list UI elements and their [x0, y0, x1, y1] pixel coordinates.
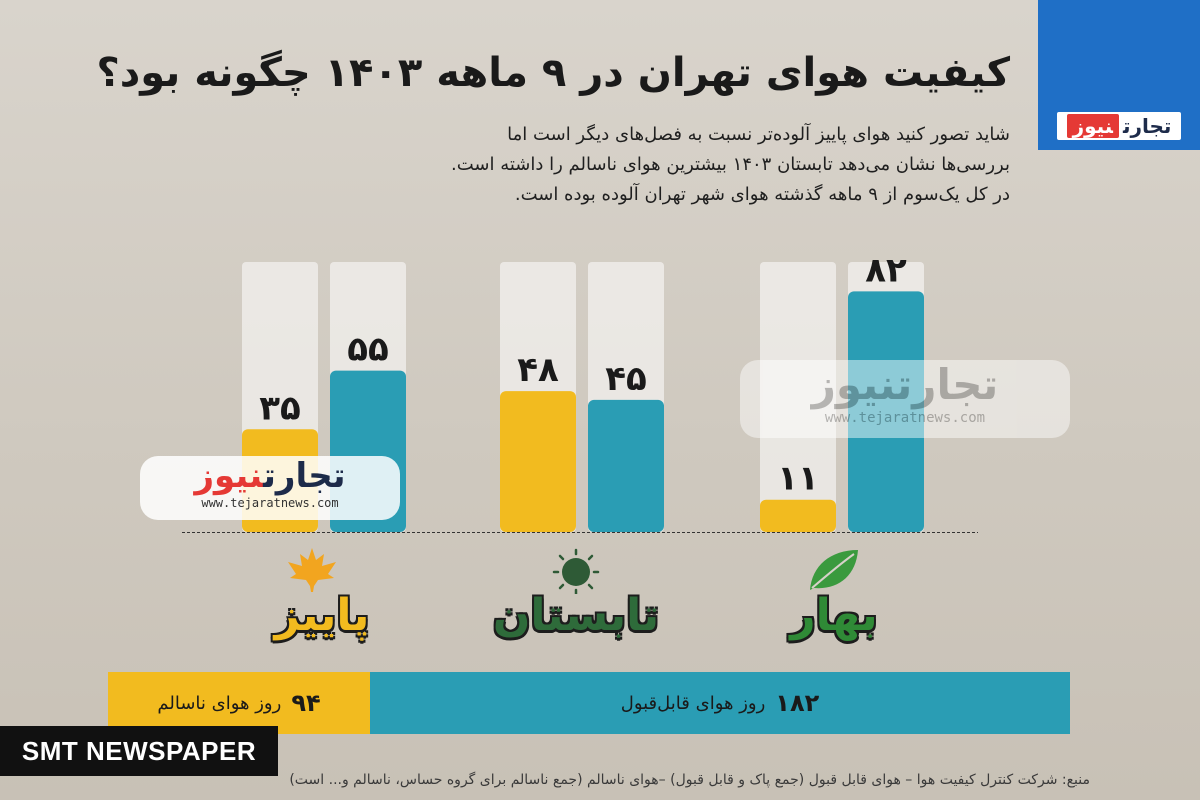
- brand-logo-box: تجارتنیوز: [1038, 0, 1200, 150]
- sun-icon: [552, 548, 600, 594]
- bar: [500, 391, 576, 532]
- bar-value-label: ۵۵: [347, 330, 389, 370]
- page-title: کیفیت هوای تهران در ۹ ماهه ۱۴۰۳ چگونه بو…: [96, 50, 1011, 96]
- bar-value-label: ۱۱: [777, 459, 819, 499]
- leaf-icon: [810, 550, 858, 590]
- bar-value-label: ۳۵: [259, 388, 301, 428]
- season-label-autumn: پاییز: [274, 590, 370, 641]
- season-label-spring: بهار: [790, 590, 878, 641]
- intro-line: شاید تصور کنید هوای پاییز آلوده‌تر نسبت …: [507, 124, 1010, 145]
- brand-name-part1: تجارت: [1122, 114, 1172, 138]
- summary-unhealthy: ۹۴ روز هوای ناسالم: [108, 672, 370, 734]
- bar: [760, 499, 836, 532]
- intro-line: بررسی‌ها نشان می‌دهد تابستان ۱۴۰۳ بیشتری…: [451, 154, 1010, 175]
- source-note: منبع: شرکت کنترل کیفیت هوا – هوای قابل ق…: [289, 772, 1090, 788]
- summary-acceptable: ۱۸۲ روز هوای قابل‌قبول: [370, 672, 1070, 734]
- bar: [588, 399, 664, 532]
- acceptable-count: ۱۸۲: [775, 689, 820, 717]
- bar-track: [760, 262, 836, 532]
- intro-line: در کل یک‌سوم از ۹ ماهه گذشته هوای شهر ته…: [514, 184, 1010, 205]
- bar-value-label: ۸۲: [865, 250, 907, 290]
- bar-value-label: ۴۵: [605, 359, 647, 399]
- watermark: تجارتنیوز www.tejaratnews.com: [140, 456, 400, 520]
- brand-logo: تجارتنیوز: [1056, 112, 1182, 140]
- unhealthy-count: ۹۴: [291, 689, 321, 717]
- unhealthy-label: روز هوای ناسالم: [157, 692, 282, 714]
- bar: [848, 291, 924, 532]
- brand-name-part2: نیوز: [1066, 114, 1119, 138]
- acceptable-label: روز هوای قابل‌قبول: [620, 692, 766, 714]
- watermark-logo: تجارتنیوز: [811, 360, 999, 409]
- watermark: تجارتنیوز www.tejaratnews.com: [740, 360, 1070, 438]
- season-label-summer: تابستان: [492, 590, 660, 641]
- watermark-url: www.tejaratnews.com: [201, 496, 339, 510]
- bar-value-label: ۴۸: [517, 350, 559, 390]
- watermark-url: www.tejaratnews.com: [824, 410, 986, 426]
- intro-text: شاید تصور کنید هوای پاییز آلوده‌تر نسبت …: [50, 120, 1010, 210]
- smt-overlay-label: SMT NEWSPAPER: [0, 726, 278, 776]
- maple-leaf-icon: [288, 548, 336, 592]
- watermark-logo: تجارتنیوز: [194, 456, 346, 496]
